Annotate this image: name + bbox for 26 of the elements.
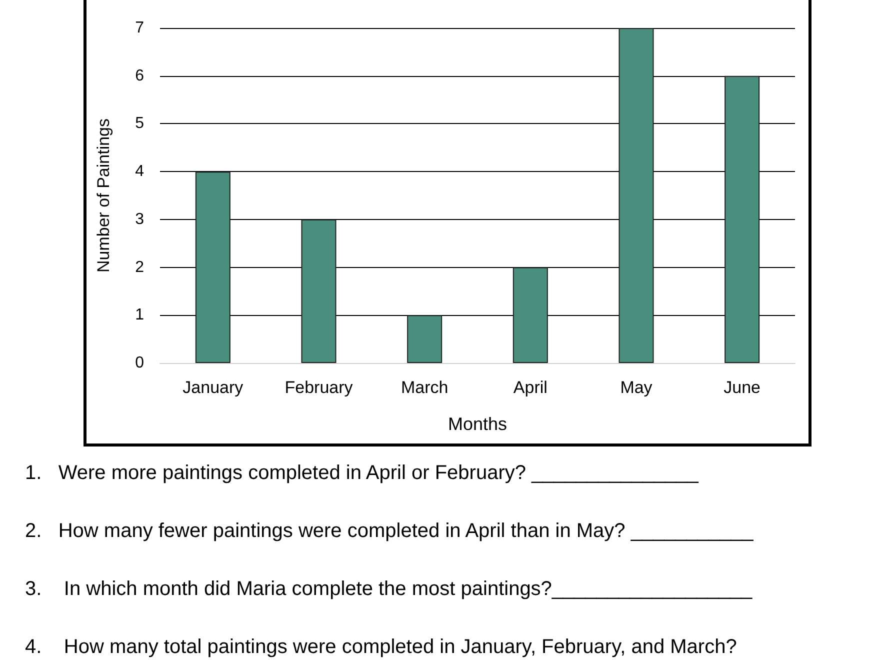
x-axis-title: Months <box>448 414 508 434</box>
text: 3. In which month did Maria complete the most paintings?__________________ <box>25 578 754 600</box>
x-tick-label: June <box>724 378 761 397</box>
text: 2. How many fewer paintings were completed in April than in May? ___________ <box>25 520 754 542</box>
x-tick-label: February <box>284 378 354 397</box>
x-tick-label: March <box>400 378 448 397</box>
text: 4. How many total paintings were completed in January, February, and March? <box>25 636 737 658</box>
y-axis-title: Number of Paintings <box>94 118 113 273</box>
y-tick-label: 3 <box>135 210 144 228</box>
y-tick-label: 7 <box>135 20 144 36</box>
y-tick-label: 0 <box>135 354 144 372</box>
bar <box>407 315 442 363</box>
y-tick-label: 6 <box>135 67 144 84</box>
x-tick-label: May <box>620 378 653 397</box>
bar <box>618 28 654 363</box>
y-tick-label: 2 <box>135 258 144 276</box>
text: 1. Were more paintings completed in April or February? _______________ <box>25 462 700 484</box>
y-tick-label: 1 <box>135 306 144 324</box>
y-tick-label: 4 <box>135 163 144 180</box>
bar <box>195 172 230 363</box>
y-tick-label: 5 <box>135 115 144 132</box>
bar <box>724 76 760 363</box>
bar <box>301 219 336 363</box>
bar <box>512 267 548 363</box>
x-tick-label: April <box>513 378 548 397</box>
x-tick-label: January <box>182 378 244 397</box>
